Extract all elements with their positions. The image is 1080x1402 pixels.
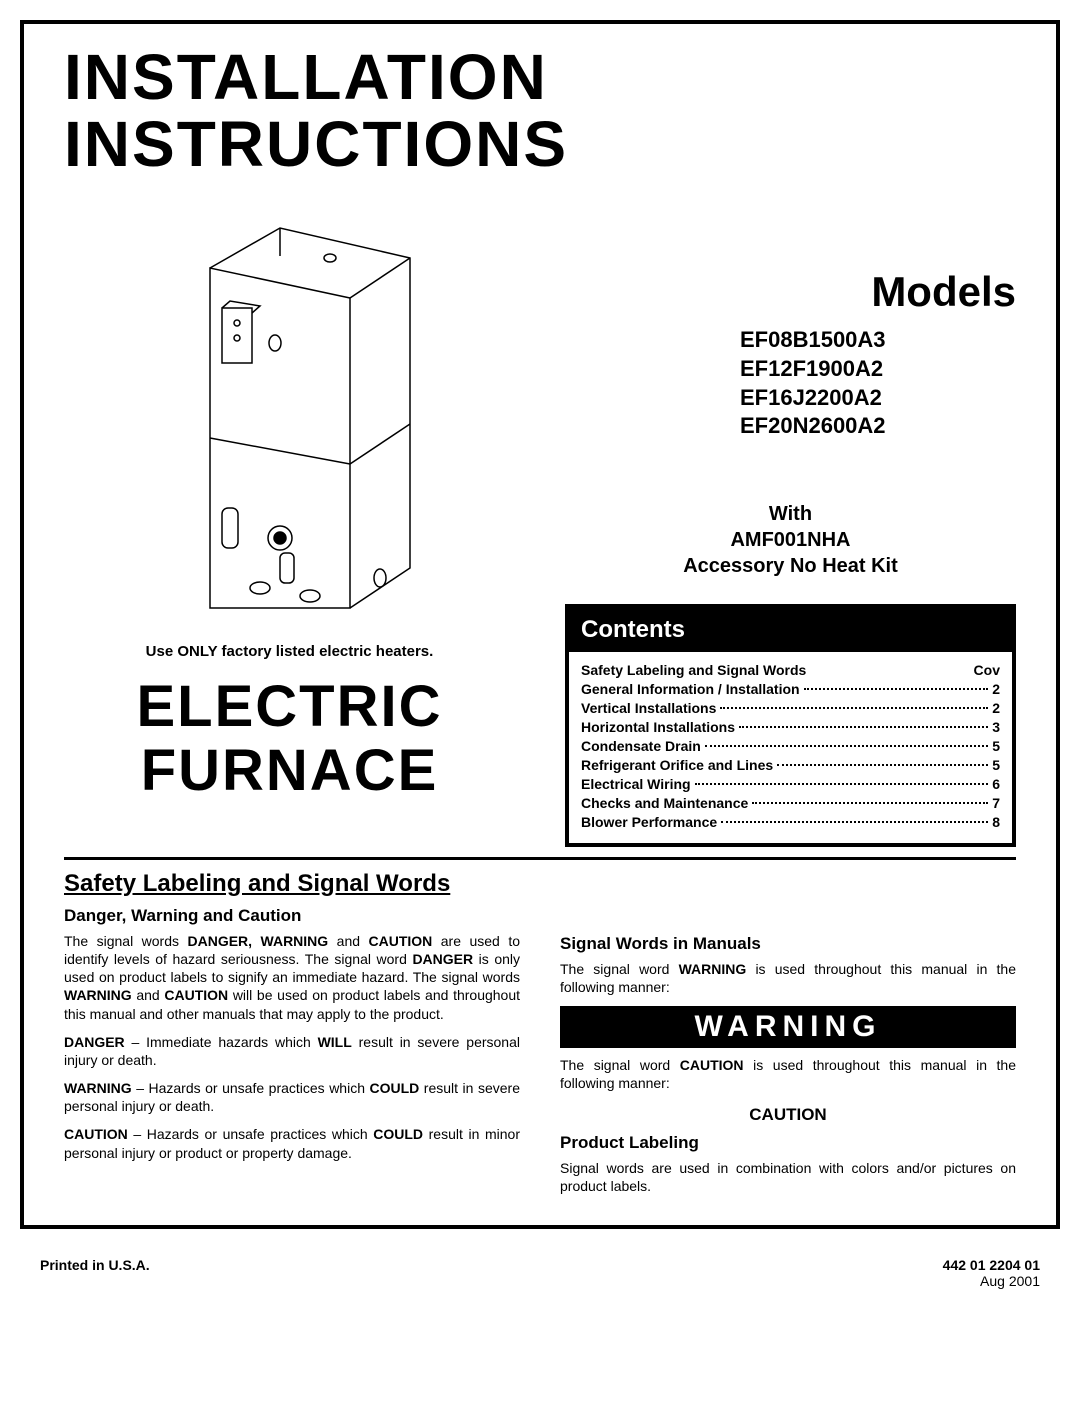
toc-page: 7 <box>992 795 1000 811</box>
toc-row: Safety Labeling and Signal Words Cov <box>581 662 1000 678</box>
signal-heading: Signal Words in Manuals <box>560 934 1016 954</box>
toc-dots <box>721 821 988 823</box>
signal-caution-text: The signal word CAUTION is used througho… <box>560 1056 1016 1092</box>
toc-label: Blower Performance <box>581 814 717 830</box>
product-labeling-text: Signal words are used in combination wit… <box>560 1159 1016 1195</box>
caution-center: CAUTION <box>560 1105 1016 1125</box>
toc-row: Blower Performance 8 <box>581 814 1000 830</box>
page-footer: Printed in U.S.A. 442 01 2204 01 Aug 200… <box>0 1249 1080 1309</box>
accessory-line-2: AMF001NHA <box>565 527 1016 553</box>
toc-dots <box>705 745 988 747</box>
toc-page: 6 <box>992 776 1000 792</box>
dwc-paragraph: The signal words DANGER, WARNING and CAU… <box>64 932 520 1023</box>
footer-left: Printed in U.S.A. <box>40 1257 150 1289</box>
toc-row: Electrical Wiring 6 <box>581 776 1000 792</box>
danger-paragraph: DANGER – Immediate hazards which WILL re… <box>64 1033 520 1069</box>
accessory-block: With AMF001NHA Accessory No Heat Kit <box>565 501 1016 579</box>
toc-page: 2 <box>992 700 1000 716</box>
toc-row: Refrigerant Orifice and Lines 5 <box>581 757 1000 773</box>
toc-dots <box>739 726 988 728</box>
title-line-2: INSTRUCTIONS <box>64 111 1016 178</box>
toc-label: Condensate Drain <box>581 738 701 754</box>
toc-dots <box>804 688 989 690</box>
toc-dots <box>752 802 988 804</box>
right-column: Models EF08B1500A3 EF12F1900A2 EF16J2200… <box>545 208 1016 846</box>
toc-row: Condensate Drain 5 <box>581 738 1000 754</box>
model-item: EF20N2600A2 <box>740 412 1016 441</box>
toc-row: General Information / Installation 2 <box>581 681 1000 697</box>
heater-note: Use ONLY factory listed electric heaters… <box>64 643 515 660</box>
footer-right: 442 01 2204 01 Aug 2001 <box>943 1257 1040 1289</box>
toc-dots <box>695 783 989 785</box>
accessory-line-3: Accessory No Heat Kit <box>565 553 1016 579</box>
model-item: EF12F1900A2 <box>740 355 1016 384</box>
toc-page: Cov <box>974 662 1000 678</box>
toc-label: Electrical Wiring <box>581 776 691 792</box>
model-item: EF08B1500A3 <box>740 326 1016 355</box>
two-column-layout: Danger, Warning and Caution The signal w… <box>64 906 1016 1205</box>
toc-row: Vertical Installations 2 <box>581 700 1000 716</box>
left-column: Use ONLY factory listed electric heaters… <box>64 208 545 846</box>
model-item: EF16J2200A2 <box>740 384 1016 413</box>
toc-label: General Information / Installation <box>581 681 800 697</box>
caution-paragraph: CAUTION – Hazards or unsafe practices wh… <box>64 1125 520 1161</box>
toc-dots <box>720 707 988 709</box>
furnace-illustration <box>150 208 430 628</box>
safety-right-col: Signal Words in Manuals The signal word … <box>560 906 1016 1205</box>
footer-doc-number: 442 01 2204 01 <box>943 1257 1040 1273</box>
model-list: EF08B1500A3 EF12F1900A2 EF16J2200A2 EF20… <box>565 326 1016 440</box>
safety-heading: Safety Labeling and Signal Words <box>64 870 1016 898</box>
toc-label: Horizontal Installations <box>581 719 735 735</box>
toc-label: Vertical Installations <box>581 700 716 716</box>
toc-page: 3 <box>992 719 1000 735</box>
contents-list: Safety Labeling and Signal Words Cov Gener… <box>569 652 1012 843</box>
toc-label: Checks and Maintenance <box>581 795 748 811</box>
main-title: INSTALLATION INSTRUCTIONS <box>24 24 1056 188</box>
toc-label: Safety Labeling and Signal Words <box>581 662 806 678</box>
signal-warning-text: The signal word WARNING is used througho… <box>560 960 1016 996</box>
product-line-1: ELECTRIC <box>64 675 515 739</box>
models-heading: Models <box>565 268 1016 316</box>
contents-header: Contents <box>569 608 1012 652</box>
contents-box: Contents Safety Labeling and Signal Word… <box>565 604 1016 847</box>
toc-label: Refrigerant Orifice and Lines <box>581 757 773 773</box>
toc-page: 2 <box>992 681 1000 697</box>
toc-dots <box>777 764 988 766</box>
accessory-line-1: With <box>565 501 1016 527</box>
product-labeling-heading: Product Labeling <box>560 1133 1016 1153</box>
dwc-heading: Danger, Warning and Caution <box>64 906 520 926</box>
toc-row: Horizontal Installations 3 <box>581 719 1000 735</box>
product-title: ELECTRIC FURNACE <box>64 675 515 803</box>
safety-left-col: Danger, Warning and Caution The signal w… <box>64 906 520 1205</box>
toc-page: 8 <box>992 814 1000 830</box>
toc-page: 5 <box>992 738 1000 754</box>
warning-paragraph: WARNING – Hazards or unsafe practices wh… <box>64 1079 520 1115</box>
warning-banner: WARNING <box>560 1006 1016 1048</box>
product-line-2: FURNACE <box>64 739 515 803</box>
safety-section: Safety Labeling and Signal Words Danger,… <box>24 860 1056 1225</box>
title-line-1: INSTALLATION <box>64 44 1016 111</box>
document-page: INSTALLATION INSTRUCTIONS <box>20 20 1060 1229</box>
toc-row: Checks and Maintenance 7 <box>581 795 1000 811</box>
footer-date: Aug 2001 <box>943 1273 1040 1289</box>
toc-page: 5 <box>992 757 1000 773</box>
content-area: Use ONLY factory listed electric heaters… <box>24 188 1056 846</box>
